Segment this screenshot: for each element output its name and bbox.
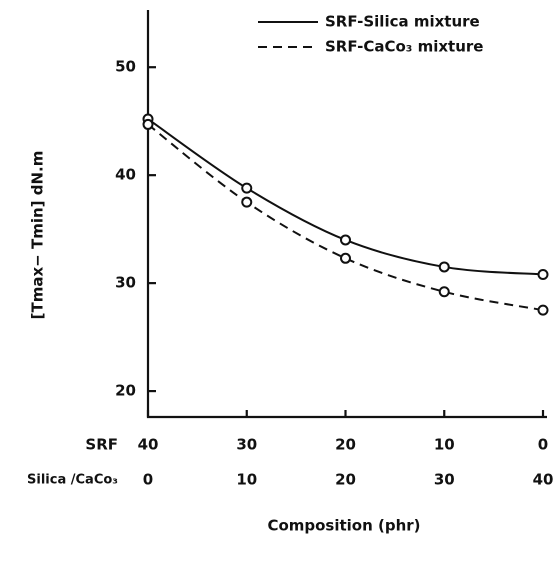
data-point (340, 234, 351, 246)
data-point (537, 304, 549, 316)
legend-label: SRF-CaCo₃ mixture (325, 38, 483, 56)
data-point (241, 182, 253, 194)
data-point (142, 118, 154, 130)
data-point (438, 261, 450, 273)
x-tick-label: 30 (236, 436, 257, 454)
legend-label: SRF-Silica mixture (325, 13, 480, 31)
data-point (438, 286, 450, 298)
x2-tick-label: 0 (143, 471, 153, 489)
x2-row-label: Silica /CaCo₃ (27, 473, 118, 488)
data-point (340, 252, 351, 264)
x-tick-label: 0 (538, 436, 548, 454)
y-tick-label: 30 (115, 274, 136, 292)
series-line (147, 118, 544, 276)
y-tick-label: 40 (115, 166, 136, 184)
x2-tick-label: 40 (533, 471, 554, 489)
x2-tick-label: 10 (236, 471, 257, 489)
y-tick-label: 20 (115, 382, 136, 400)
data-point (537, 268, 549, 280)
y-tick-label: 50 (115, 58, 136, 76)
x-tick-label: 10 (434, 436, 455, 454)
x-axis-title: Composition (phr) (267, 517, 420, 535)
x2-tick-label: 30 (434, 471, 455, 489)
x-tick-label: 20 (335, 436, 356, 454)
axes (146, 10, 547, 419)
series-line (147, 123, 544, 312)
x-tick-label: 40 (138, 436, 159, 454)
x2-tick-label: 20 (335, 471, 356, 489)
data-point (241, 196, 253, 208)
x-row-label: SRF (85, 436, 118, 454)
y-axis-title: [Tmax− Tmin] dN.m (29, 151, 47, 320)
